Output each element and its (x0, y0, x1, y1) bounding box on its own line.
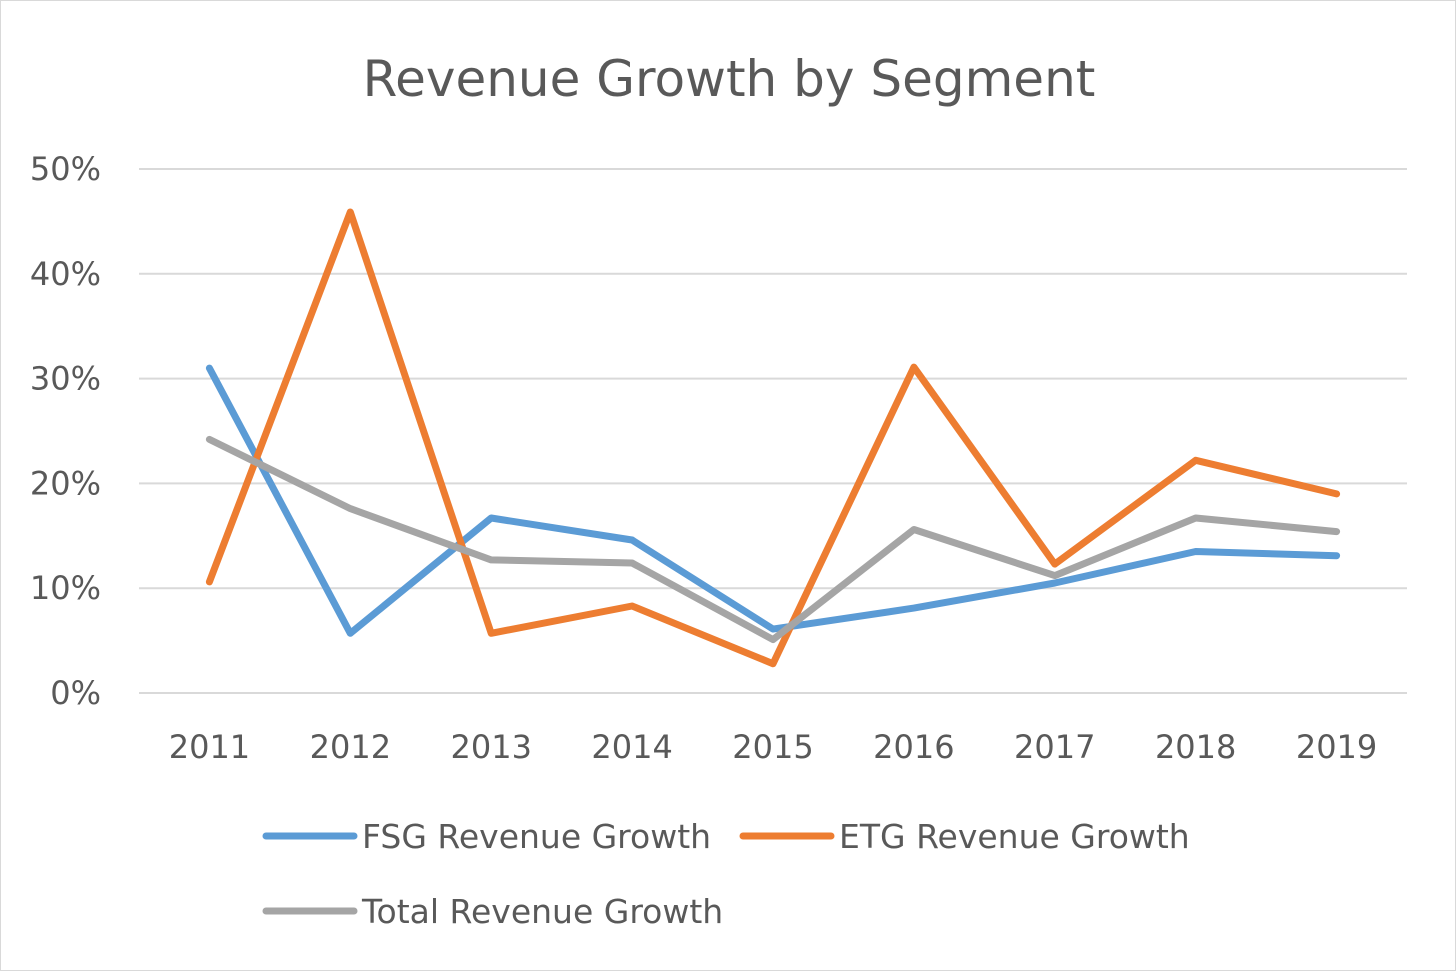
chart-title: Revenue Growth by Segment (363, 50, 1096, 108)
x-tick-label: 2017 (1014, 728, 1095, 766)
series-line-3 (205, 435, 1341, 644)
x-tick-label: 2016 (873, 728, 954, 766)
x-axis-tick-labels: 2011 2012 2013 2014 2015 2016 2017 2018 2019 (169, 728, 1378, 766)
x-tick-label: 2013 (451, 728, 532, 766)
x-tick-label: 2018 (1155, 728, 1236, 766)
x-tick-label: 2012 (310, 728, 391, 766)
legend-label: FSG Revenue Growth (362, 817, 711, 856)
y-tick-label: 0% (50, 674, 101, 712)
series-line-2 (205, 208, 1341, 668)
y-tick-label: 30% (30, 360, 101, 398)
y-tick-label: 10% (30, 569, 101, 607)
legend: FSG Revenue Growth ETG Revenue Growth Tota… (262, 817, 1190, 931)
y-tick-label: 40% (30, 255, 101, 293)
series-line-1 (205, 364, 1341, 637)
y-tick-label: 50% (30, 150, 101, 188)
x-tick-label: 2019 (1296, 728, 1377, 766)
x-tick-label: 2015 (732, 728, 813, 766)
series-lines (205, 208, 1341, 668)
y-axis-tick-labels: 0% 10% 20% 30% 40% 50% (30, 150, 101, 712)
gridlines (139, 168, 1407, 694)
y-tick-label: 20% (30, 464, 101, 502)
x-tick-label: 2011 (169, 728, 250, 766)
legend-label: ETG Revenue Growth (839, 817, 1190, 856)
legend-label: Total Revenue Growth (361, 892, 723, 931)
x-tick-label: 2014 (591, 728, 672, 766)
